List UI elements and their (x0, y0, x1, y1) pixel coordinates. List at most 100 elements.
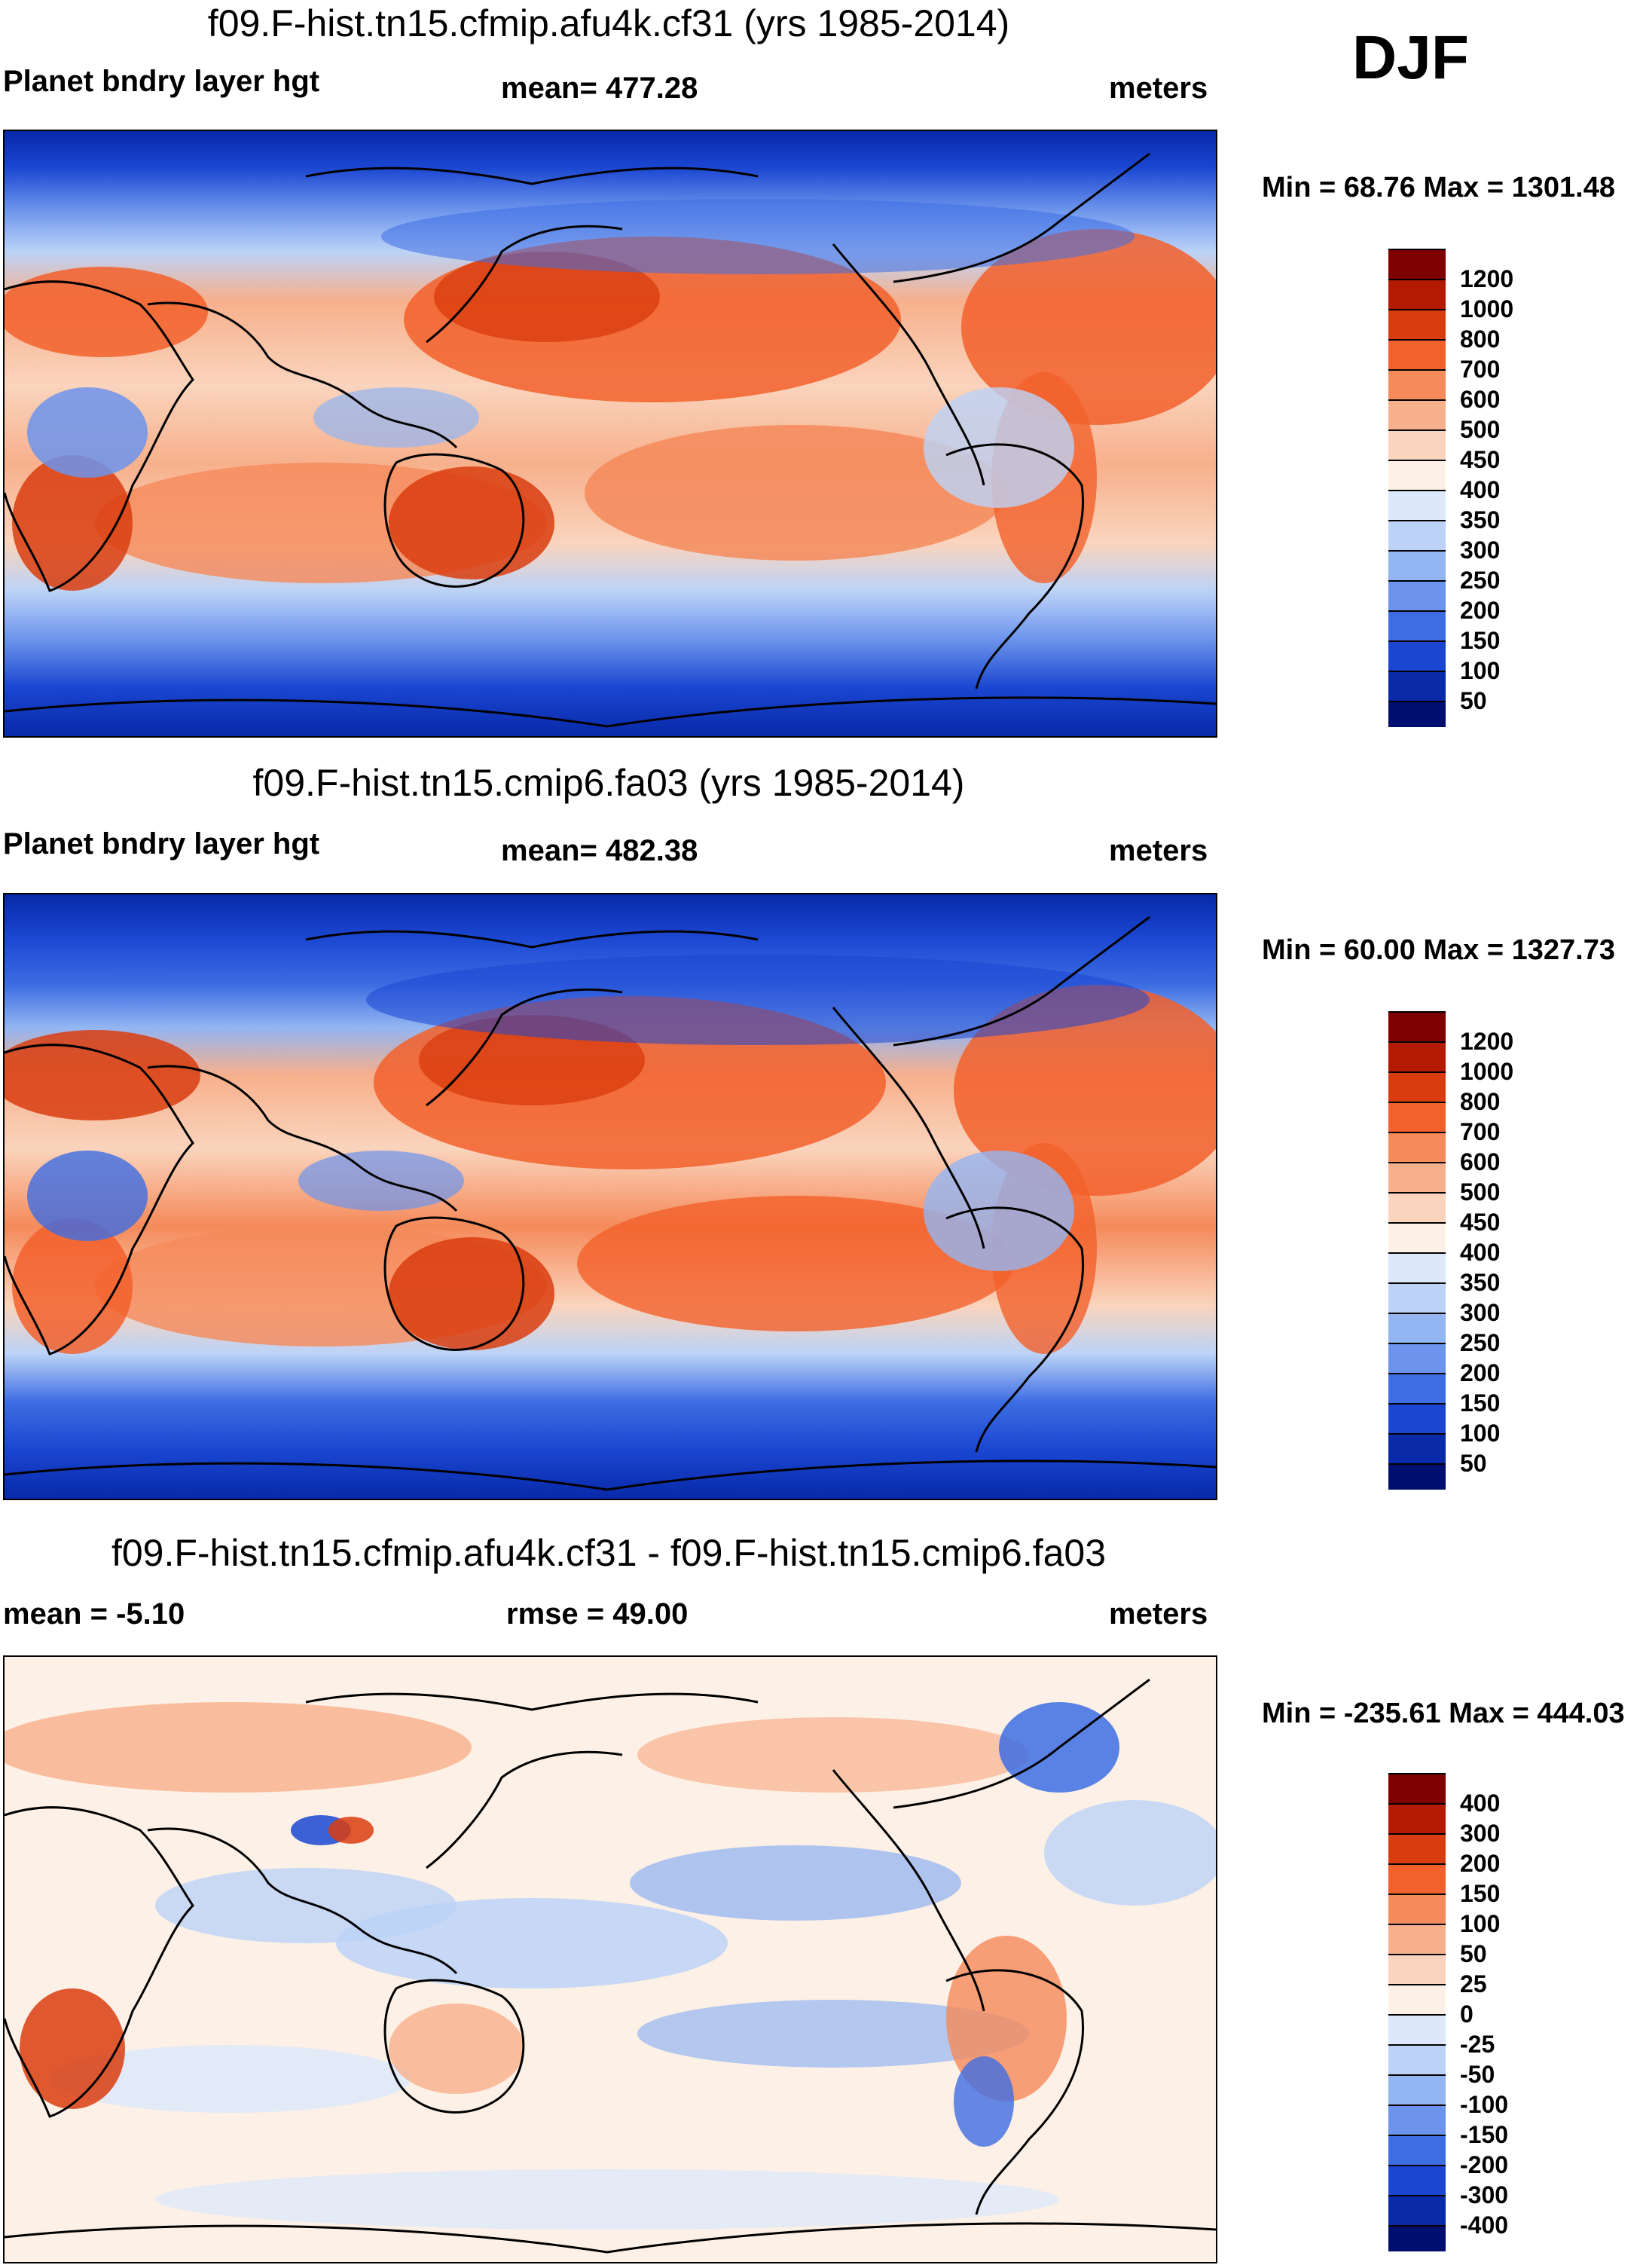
panel-1-colorbar-label: 200 (1460, 597, 1501, 624)
panel-2-colorbar-swatch (1388, 1373, 1446, 1403)
panel-2-colorbar-label: 800 (1460, 1088, 1501, 1115)
panel-2-minmax: Min = 60.00 Max = 1327.73 (1262, 934, 1615, 966)
panel-2-colorbar-swatch (1388, 1313, 1446, 1343)
panel-3-colorbar-swatch (1388, 2195, 1446, 2225)
panel-3-colorbar-label: 400 (1460, 1790, 1501, 1817)
panel-2-map-field (5, 894, 1216, 1499)
panel-1-map-field (5, 131, 1216, 736)
panel-2-colorbar-label: 300 (1460, 1299, 1501, 1326)
panel-1-colorbar-label: 500 (1460, 416, 1501, 443)
panel-3-colorbar-swatch (1388, 1984, 1446, 2014)
panel-1-colorbar-label: 800 (1460, 326, 1501, 353)
panel-1-colorbar-label: 450 (1460, 446, 1501, 473)
panel-3-colorbar-swatch (1388, 1954, 1446, 1984)
panel-2-colorbar-swatch (1388, 1011, 1446, 1041)
panel-2-colorbar-label: 450 (1460, 1209, 1501, 1236)
panel-1-colorbar-label: 100 (1460, 657, 1501, 684)
panel-3-colorbar: 400 300 200 150 100 50 25 0 -25 -50 -100… (1388, 1773, 1562, 2251)
panel-2-colorbar-swatch (1388, 1102, 1446, 1132)
panel-1-colorbar-swatch (1388, 610, 1446, 640)
panel-1-colorbar-swatch (1388, 550, 1446, 580)
panel-3-colorbar-label: -50 (1460, 2061, 1495, 2088)
panel-1-minmax: Min = 68.76 Max = 1301.48 (1262, 172, 1615, 203)
panel-1-colorbar-label: 50 (1460, 687, 1487, 714)
panel-2-colorbar-label: 200 (1460, 1359, 1501, 1386)
panel-3-minmax: Min = -235.61 Max = 444.03 (1262, 1698, 1625, 1729)
panel-3-colorbar-label: 100 (1460, 1910, 1501, 1937)
panel-2-variable-label: Planet bndry layer hgt (3, 827, 320, 860)
panel-3-colorbar-swatch (1388, 2225, 1446, 2251)
panel-3-mean-label: mean = -5.10 (3, 1597, 185, 1631)
panel-2-colorbar-label: 1200 (1460, 1028, 1514, 1055)
panel-2-colorbar-label: 1000 (1460, 1058, 1514, 1085)
panel-2-colorbar-swatch (1388, 1132, 1446, 1162)
panel-3-colorbar-swatch (1388, 2165, 1446, 2195)
panel-3-title: f09.F-hist.tn15.cfmip.afu4k.cf31 - f09.F… (111, 1532, 1107, 1574)
panel-3-map-field (5, 1657, 1216, 2262)
panel-3-colorbar-label: -300 (1460, 2181, 1509, 2208)
panel-3-colorbar-swatch (1388, 1773, 1446, 1803)
panel-1-colorbar-swatch (1388, 460, 1446, 490)
panel-2-colorbar-label: 400 (1460, 1239, 1501, 1266)
panel-3-units-label: meters (1109, 1597, 1208, 1631)
panel-2-colorbar-swatch (1388, 1343, 1446, 1373)
panel-2-units-label: meters (1109, 834, 1208, 867)
panel-2-colorbar-label: 150 (1460, 1389, 1501, 1417)
panel-1-colorbar-label: 350 (1460, 506, 1501, 533)
panel-1-colorbar-swatch (1388, 279, 1446, 309)
panel-3-colorbar-swatch (1388, 1894, 1446, 1924)
panel-3-colorbar-swatch (1388, 2104, 1446, 2135)
panel-1-colorbar-label: 1200 (1460, 265, 1514, 292)
panel-1-colorbar-swatch (1388, 640, 1446, 671)
panel-1-colorbar-label: 1000 (1460, 295, 1514, 322)
panel-2-colorbar-swatch (1388, 1252, 1446, 1282)
panel-1-colorbar-label: 150 (1460, 627, 1501, 654)
panel-1-colorbar-swatch (1388, 369, 1446, 399)
panel-3-colorbar-swatch (1388, 2135, 1446, 2165)
panel-2-colorbar-label: 100 (1460, 1420, 1501, 1447)
panel-1-title: f09.F-hist.tn15.cfmip.afu4k.cf31 (yrs 19… (207, 2, 1010, 44)
panel-2-colorbar-swatch (1388, 1403, 1446, 1433)
panel-1-colorbar-swatch (1388, 580, 1446, 610)
season-label: DJF (1352, 23, 1469, 92)
panel-3-colorbar-label: 150 (1460, 1880, 1501, 1907)
panel-1-variable-label: Planet bndry layer hgt (3, 65, 320, 98)
panel-2-colorbar-swatch (1388, 1222, 1446, 1252)
panel-1-colorbar-swatch (1388, 249, 1446, 279)
panel-3-colorbar-swatch (1388, 1803, 1446, 1833)
panel-2-colorbar-label: 50 (1460, 1450, 1487, 1477)
panel-1-colorbar-label: 300 (1460, 536, 1501, 564)
panel-1-colorbar-label: 250 (1460, 567, 1501, 594)
panel-1-map (3, 130, 1217, 738)
panel-2-colorbar-swatch (1388, 1041, 1446, 1071)
panel-3-colorbar-label: 25 (1460, 1970, 1487, 1997)
panel-1-colorbar-swatch (1388, 399, 1446, 429)
panel-2-colorbar-label: 350 (1460, 1269, 1501, 1296)
panel-1-colorbar: 1200 1000 800 700 600 500 450 400 350 30… (1388, 249, 1562, 727)
panel-3-colorbar-label: 0 (1460, 2001, 1474, 2028)
panel-3-map (3, 1655, 1217, 2263)
panel-2-colorbar-label: 500 (1460, 1178, 1501, 1206)
panel-1-colorbar-label: 600 (1460, 386, 1501, 413)
panel-2-colorbar-swatch (1388, 1282, 1446, 1313)
panel-1-colorbar-swatch (1388, 429, 1446, 460)
panel-3-colorbar-label: -200 (1460, 2151, 1509, 2178)
panel-2-colorbar-label: 700 (1460, 1118, 1501, 1145)
panel-2-colorbar-swatch (1388, 1162, 1446, 1192)
panel-2-mean-label: mean= 482.38 (501, 834, 698, 867)
panel-2-colorbar-swatch (1388, 1433, 1446, 1463)
panel-1-colorbar-swatch (1388, 490, 1446, 520)
panel-3-colorbar-label: -25 (1460, 2031, 1495, 2058)
panel-1-colorbar-swatch (1388, 671, 1446, 701)
panel-2-map (3, 893, 1217, 1500)
panel-3-colorbar-label: 200 (1460, 1850, 1501, 1877)
panel-3-colorbar-swatch (1388, 2014, 1446, 2044)
panel-3-colorbar-swatch (1388, 2044, 1446, 2074)
panel-1-units-label: meters (1109, 72, 1208, 105)
panel-3-colorbar-label: -400 (1460, 2211, 1509, 2239)
panel-1-colorbar-swatch (1388, 520, 1446, 550)
panel-3-colorbar-swatch (1388, 1863, 1446, 1894)
panel-1-mean-label: mean= 477.28 (501, 72, 698, 105)
panel-2-title: f09.F-hist.tn15.cmip6.fa03 (yrs 1985-201… (252, 762, 965, 804)
panel-3-rmse-label: rmse = 49.00 (506, 1597, 689, 1631)
